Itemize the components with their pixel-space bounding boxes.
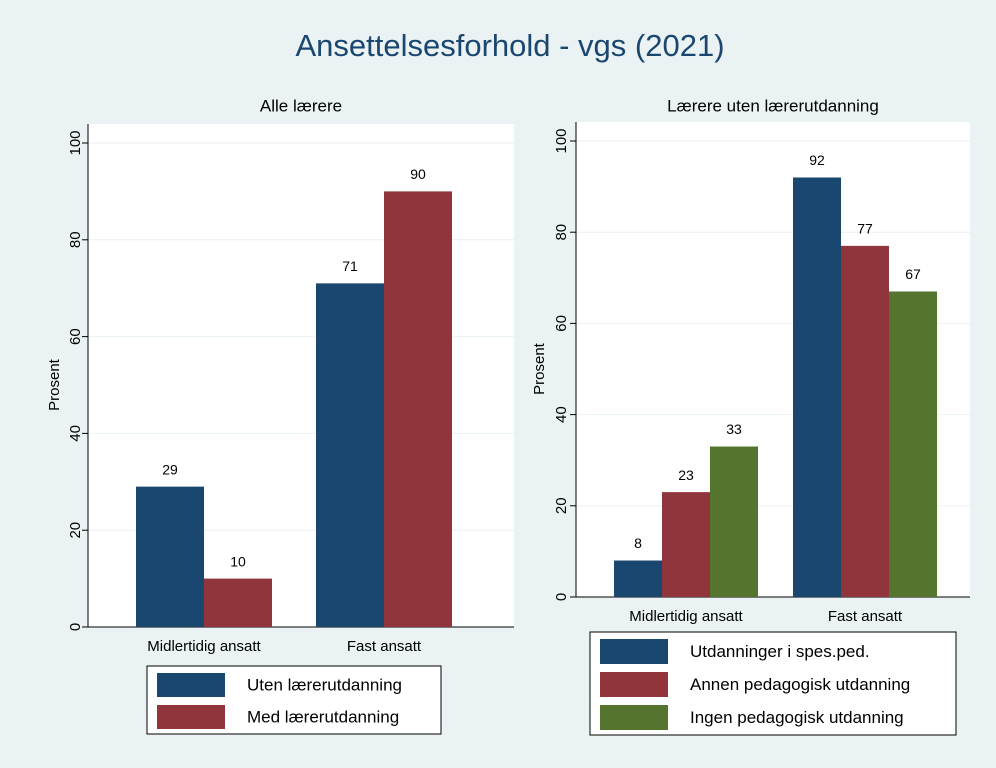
bar	[662, 492, 710, 597]
y-tick-label: 80	[67, 231, 84, 248]
legend-label: Uten lærerutdanning	[247, 675, 402, 694]
x-tick-label: Midlertidig ansatt	[629, 608, 743, 625]
y-tick-label: 20	[67, 522, 84, 539]
bar	[204, 578, 272, 627]
x-tick-label: Fast ansatt	[347, 638, 422, 655]
legend-swatch	[157, 673, 225, 697]
x-tick-label: Midlertidig ansatt	[147, 638, 261, 655]
value-label: 77	[857, 221, 873, 237]
value-label: 8	[634, 535, 642, 551]
bar	[136, 486, 204, 627]
y-axis-label: Prosent	[46, 358, 63, 411]
value-label: 67	[905, 266, 921, 282]
legend-swatch	[600, 639, 668, 664]
value-label: 92	[809, 152, 825, 168]
legend-swatch	[600, 705, 668, 730]
bar	[841, 245, 889, 597]
y-tick-label: 60	[67, 328, 84, 345]
bar	[710, 446, 758, 597]
bar	[384, 191, 452, 627]
bar	[793, 177, 841, 598]
y-tick-label: 100	[553, 128, 570, 153]
value-label: 90	[410, 166, 426, 182]
y-tick-label: 40	[553, 406, 570, 423]
value-label: 71	[342, 258, 358, 274]
bar	[316, 283, 384, 627]
value-label: 23	[678, 467, 694, 483]
y-tick-label: 100	[67, 130, 84, 155]
bar	[889, 291, 937, 597]
y-tick-label: 0	[553, 593, 570, 601]
y-tick-label: 60	[553, 315, 570, 332]
value-label: 29	[162, 461, 178, 477]
value-label: 33	[726, 421, 742, 437]
subplot-title: Lærere uten lærerutdanning	[667, 96, 879, 115]
value-label: 10	[230, 553, 246, 569]
legend-label: Utdanninger i spes.ped.	[690, 642, 870, 661]
x-tick-label: Fast ansatt	[828, 608, 903, 625]
y-tick-label: 0	[67, 623, 84, 631]
y-axis-label: Prosent	[531, 342, 548, 395]
legend-swatch	[157, 705, 225, 729]
bar	[614, 560, 662, 597]
legend-label: Annen pedagogisk utdanning	[690, 675, 910, 694]
y-tick-label: 20	[553, 497, 570, 514]
legend-label: Ingen pedagogisk utdanning	[690, 708, 904, 727]
y-tick-label: 40	[67, 425, 84, 442]
legend-label: Med lærerutdanning	[247, 707, 399, 726]
y-tick-label: 80	[553, 224, 570, 241]
legend-swatch	[600, 672, 668, 697]
subplot-title: Alle lærere	[260, 96, 342, 115]
figure-title: Ansettelsesforhold - vgs (2021)	[295, 28, 724, 63]
